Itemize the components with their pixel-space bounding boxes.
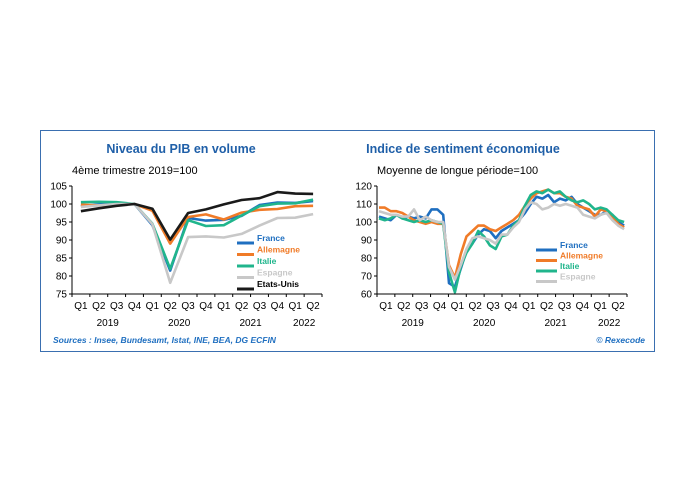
quarter-label: Q4	[504, 301, 518, 312]
year-label: 2020	[473, 318, 496, 329]
quarter-label: Q4	[433, 301, 447, 312]
year-label: 2021	[239, 318, 262, 329]
year-label: 2021	[544, 318, 567, 329]
year-label: 2022	[598, 318, 621, 329]
quarter-label: Q3	[110, 301, 124, 312]
quarter-label: Q2	[235, 301, 249, 312]
quarter-label: Q2	[164, 301, 178, 312]
quarter-label: Q1	[217, 301, 231, 312]
quarter-label: Q2	[469, 301, 483, 312]
series-line-espagne	[378, 200, 625, 281]
y-tick-label: 100	[355, 218, 372, 229]
legend-label: France	[560, 240, 588, 250]
chart-subtitle: 4ème trimestre 2019=100	[72, 165, 198, 177]
charts-svg: Niveau du PIB en volume 4ème trimestre 20…	[50, 142, 645, 345]
quarter-label: Q1	[594, 301, 608, 312]
quarter-label: Q3	[415, 301, 429, 312]
legend-label: Italie	[257, 256, 277, 266]
quarter-label: Q4	[128, 301, 142, 312]
quarter-label: Q4	[576, 301, 590, 312]
year-label: 2019	[402, 318, 425, 329]
legend-label: Espagne	[257, 268, 293, 278]
y-tick-label: 120	[355, 182, 372, 193]
legend-label: Allemagne	[560, 251, 603, 261]
quarter-label: Q1	[289, 301, 303, 312]
y-tick-label: 90	[361, 236, 373, 247]
quarter-label: Q3	[558, 301, 572, 312]
chart-panel: Niveau du PIB en volume 4ème trimestre 20…	[40, 130, 655, 352]
legend-label: Etats-Unis	[257, 279, 299, 289]
quarter-label: Q1	[522, 301, 536, 312]
quarter-label: Q4	[199, 301, 213, 312]
quarter-label: Q2	[397, 301, 411, 312]
year-label: 2019	[97, 318, 120, 329]
quarter-label: Q1	[379, 301, 393, 312]
y-tick-label: 70	[361, 272, 373, 283]
quarter-label: Q1	[451, 301, 465, 312]
chart-title: Indice de sentiment économique	[366, 142, 560, 156]
quarter-label: Q3	[253, 301, 267, 312]
y-tick-label: 75	[56, 290, 68, 301]
y-tick-label: 100	[50, 200, 67, 211]
quarter-label: Q3	[486, 301, 500, 312]
legend-label: France	[257, 233, 285, 243]
quarter-label: Q2	[540, 301, 554, 312]
y-tick-label: 85	[56, 254, 68, 265]
quarter-label: Q4	[271, 301, 285, 312]
y-tick-label: 105	[50, 182, 67, 193]
quarter-label: Q3	[181, 301, 195, 312]
y-tick-label: 80	[56, 272, 68, 283]
quarter-label: Q2	[92, 301, 106, 312]
y-tick-label: 90	[56, 236, 68, 247]
legend-label: Allemagne	[257, 245, 300, 255]
series-line-etatsunis	[80, 190, 314, 241]
series-line-italie	[80, 198, 314, 271]
year-label: 2022	[293, 318, 316, 329]
sources-note: Sources : Insee, Bundesamt, Istat, INE, …	[53, 335, 277, 345]
y-tick-label: 80	[361, 254, 373, 265]
chart-title: Niveau du PIB en volume	[106, 142, 255, 156]
y-tick-label: 60	[361, 290, 373, 301]
quarter-label: Q1	[146, 301, 160, 312]
legend-label: Italie	[560, 261, 580, 271]
chart-subtitle: Moyenne de longue période=100	[377, 165, 538, 177]
chart-pib: Niveau du PIB en volume 4ème trimestre 20…	[50, 142, 323, 329]
quarter-label: Q2	[306, 301, 320, 312]
quarter-label: Q1	[74, 301, 88, 312]
series-line-allemagne	[379, 188, 625, 280]
credit-note: © Rexecode	[596, 335, 645, 345]
y-tick-label: 95	[56, 218, 68, 229]
year-label: 2020	[168, 318, 191, 329]
series-line-espagne	[80, 202, 314, 285]
quarter-label: Q2	[611, 301, 625, 312]
y-tick-label: 110	[356, 200, 372, 211]
legend-label: Espagne	[560, 272, 596, 282]
chart-sentiment: Indice de sentiment économique Moyenne de…	[355, 142, 628, 329]
